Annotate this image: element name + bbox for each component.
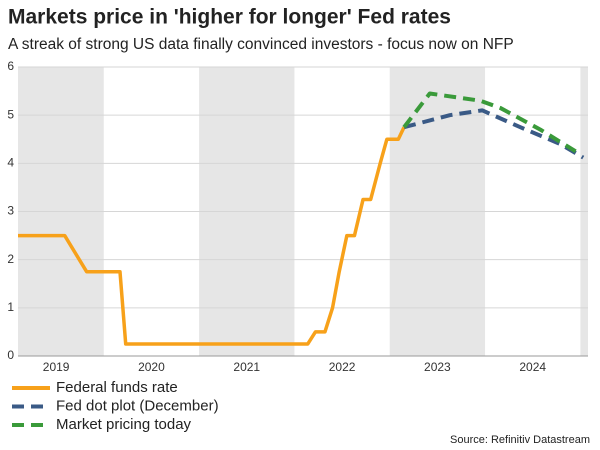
- y-tick-label: 2: [7, 252, 14, 266]
- series-line: [18, 126, 406, 346]
- y-tick-label: 4: [7, 156, 14, 170]
- source: Source: Refinitiv Datastream: [450, 434, 590, 446]
- x-tick-label: 2021: [233, 360, 260, 374]
- chart-title: Markets price in 'higher for longer' Fed…: [8, 6, 451, 29]
- y-tick-label: 5: [7, 107, 14, 121]
- chart-subtitle: A streak of strong US data finally convi…: [8, 36, 514, 53]
- x-tick-label: 2020: [138, 360, 165, 374]
- series-line: [403, 108, 585, 160]
- legend-label: Fed dot plot (December): [56, 397, 219, 414]
- y-tick-label: 1: [7, 300, 14, 314]
- x-tick-label: 2022: [329, 360, 356, 374]
- x-tick-label: 2019: [43, 360, 70, 374]
- y-tick-label: 0: [7, 348, 14, 362]
- series-line: [402, 91, 577, 153]
- x-tick-label: 2024: [519, 360, 546, 374]
- legend-label: Federal funds rate: [56, 379, 178, 396]
- y-tick-label: 3: [7, 204, 14, 218]
- legend-label: Market pricing today: [56, 416, 192, 433]
- y-tick-label: 6: [7, 59, 14, 73]
- x-tick-label: 2023: [424, 360, 451, 374]
